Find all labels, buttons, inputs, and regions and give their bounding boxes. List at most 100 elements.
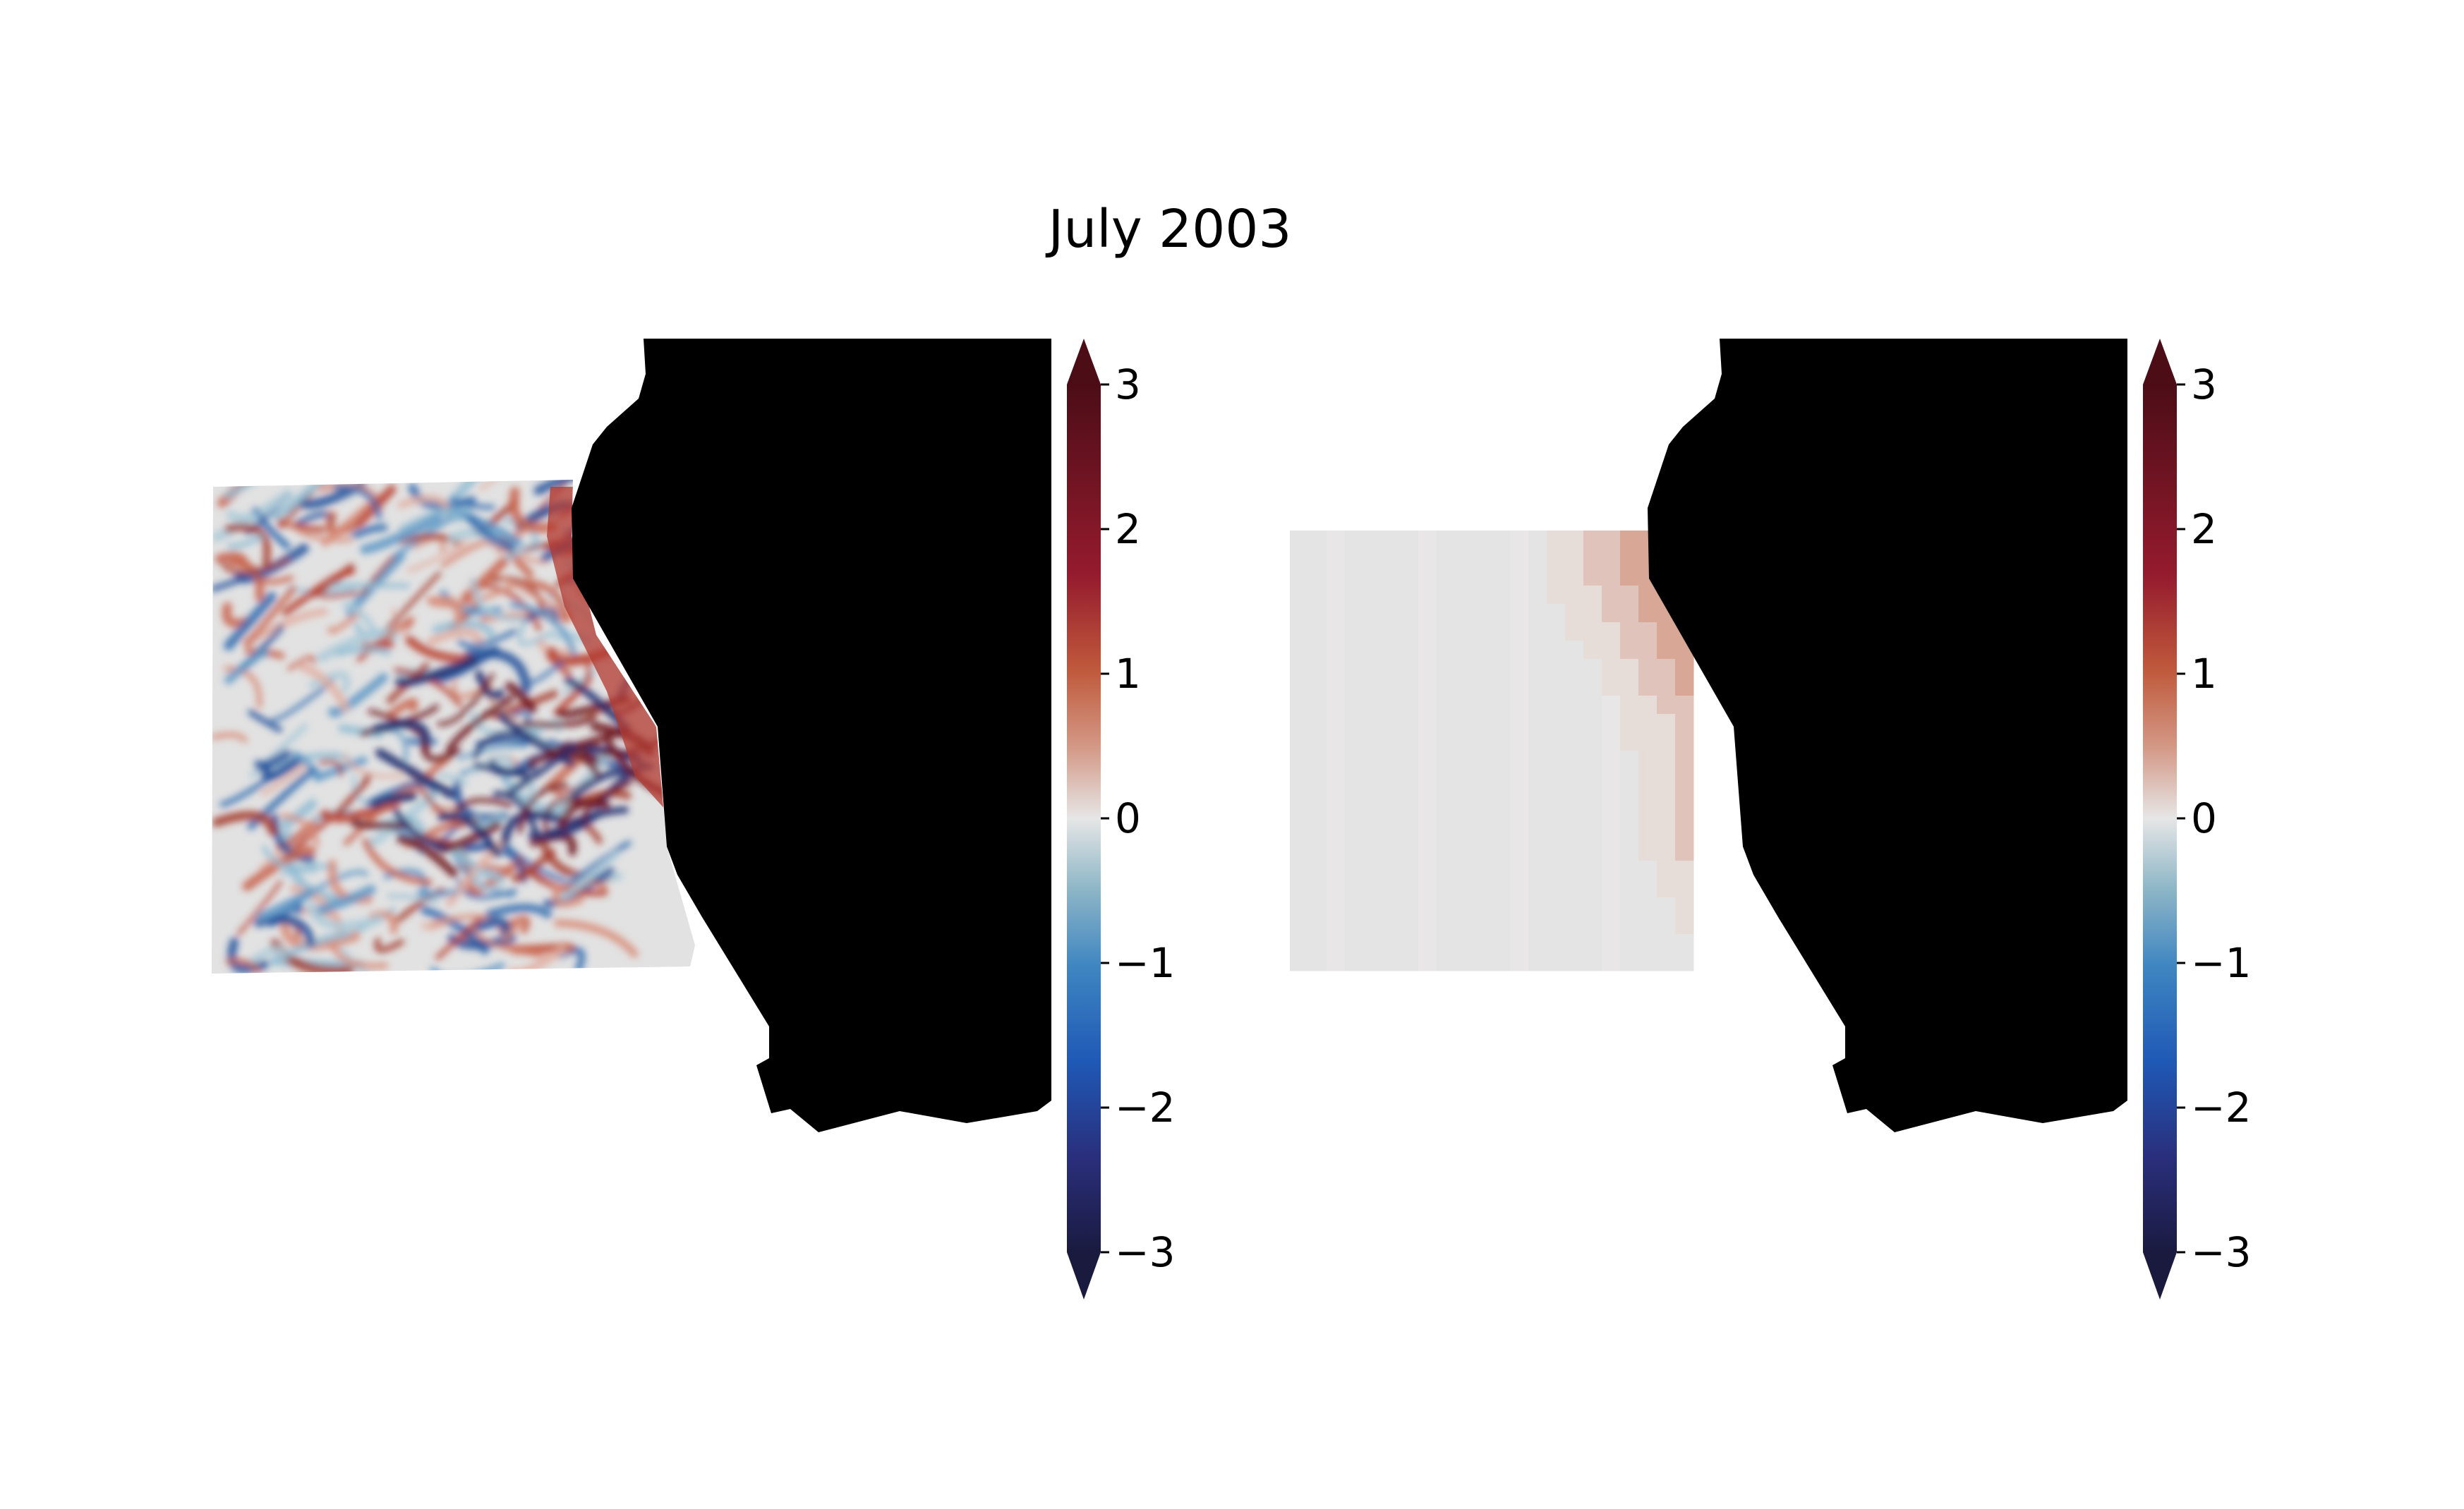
grid-cell [1583, 952, 1602, 971]
grid-cell [1455, 604, 1474, 623]
eddy-filament-strong [475, 670, 505, 701]
grid-cell [1638, 879, 1657, 898]
grid-cell [1308, 531, 1327, 550]
grid-cell [1418, 622, 1437, 641]
grid-cell [1510, 622, 1529, 641]
grid-cell [1528, 787, 1547, 806]
grid-cell [1492, 622, 1511, 641]
eddy-filament-strong [529, 832, 577, 856]
grid-cell [1510, 732, 1529, 751]
grid-cell [1510, 769, 1529, 788]
grid-cell [1345, 696, 1364, 715]
grid-cell [1400, 714, 1419, 733]
grid-cell [1418, 677, 1437, 696]
grid-cell [1345, 659, 1364, 678]
grid-cell [1528, 696, 1547, 715]
eddy-filament-strong [517, 782, 568, 834]
grid-cell [1455, 622, 1474, 641]
grid-cell [1308, 916, 1327, 935]
grid-cell [1565, 787, 1584, 806]
grid-cell [1290, 677, 1309, 696]
grid-cell [1418, 824, 1437, 843]
grid-cell [1583, 677, 1602, 696]
grid-cell [1418, 641, 1437, 660]
grid-cell [1400, 732, 1419, 751]
grid-cell [1638, 842, 1657, 861]
grid-cell [1675, 659, 1694, 678]
grid-cell [1510, 641, 1529, 660]
colorbar-tick-label: −2 [2191, 1084, 2252, 1132]
grid-cell [1473, 787, 1492, 806]
grid-cell [1400, 934, 1419, 953]
grid-cell [1400, 751, 1419, 770]
grid-cell [1620, 824, 1639, 843]
grid-cell [1400, 622, 1419, 641]
grid-cell [1638, 952, 1657, 971]
grid-cell [1363, 916, 1382, 935]
grid-cell [1675, 879, 1694, 898]
grid-cell [1583, 659, 1602, 678]
grid-cell [1290, 879, 1309, 898]
grid-cell [1565, 934, 1584, 953]
grid-cell [1382, 531, 1401, 550]
grid-cell [1382, 567, 1401, 586]
grid-cell [1528, 769, 1547, 788]
grid-cell [1345, 604, 1364, 623]
colorbar-tick-label: 3 [2191, 360, 2217, 408]
grid-cell [1565, 879, 1584, 898]
grid-cell [1327, 751, 1346, 770]
grid-cell [1400, 916, 1419, 935]
grid-cell [1455, 861, 1474, 880]
grid-cell [1510, 677, 1529, 696]
grid-cell [1510, 549, 1529, 568]
grid-cell [1638, 916, 1657, 935]
grid-cell [1382, 549, 1401, 568]
grid-cell [1455, 806, 1474, 825]
grid-cell [1437, 787, 1456, 806]
grid-cell [1400, 824, 1419, 843]
grid-cell [1382, 824, 1401, 843]
grid-cell [1473, 879, 1492, 898]
grid-cell [1400, 677, 1419, 696]
eddy-filament [227, 534, 263, 550]
eddy-filament [509, 602, 577, 655]
eddy-filament [462, 842, 528, 883]
grid-cell [1657, 732, 1676, 751]
grid-cell [1437, 696, 1456, 715]
grid-cell [1547, 549, 1566, 568]
grid-cell [1455, 842, 1474, 861]
eddy-filament-strong [396, 835, 458, 878]
eddy-filament [315, 885, 376, 915]
grid-cell [1382, 641, 1401, 660]
grid-cell [1345, 732, 1364, 751]
eddy-filament-strong [490, 759, 537, 776]
eddy-filament [405, 635, 474, 664]
grid-cell [1602, 824, 1621, 843]
grid-cell [1565, 586, 1584, 605]
grid-cell [1327, 806, 1346, 825]
eddy-filament-strong [393, 808, 448, 852]
grid-cell [1547, 732, 1566, 751]
grid-cell [1528, 861, 1547, 880]
grid-cell [1528, 659, 1547, 678]
grid-cell [1455, 952, 1474, 971]
grid-cell [1602, 806, 1621, 825]
grid-cell [1675, 787, 1694, 806]
grid-cell [1327, 861, 1346, 880]
grid-cell [1400, 952, 1419, 971]
grid-cell [1363, 934, 1382, 953]
grid-cell [1345, 879, 1364, 898]
grid-cell [1308, 806, 1327, 825]
grid-cell [1437, 751, 1456, 770]
grid-cell [1290, 622, 1309, 641]
grid-cell [1455, 677, 1474, 696]
grid-cell [1400, 842, 1419, 861]
grid-cell [1327, 549, 1346, 568]
grid-cell [1510, 696, 1529, 715]
eddy-filament [270, 678, 335, 723]
grid-cell [1290, 549, 1309, 568]
grid-cell [1675, 824, 1694, 843]
grid-cell [1620, 842, 1639, 861]
grid-cell [1400, 549, 1419, 568]
eddy-filament [320, 590, 359, 599]
